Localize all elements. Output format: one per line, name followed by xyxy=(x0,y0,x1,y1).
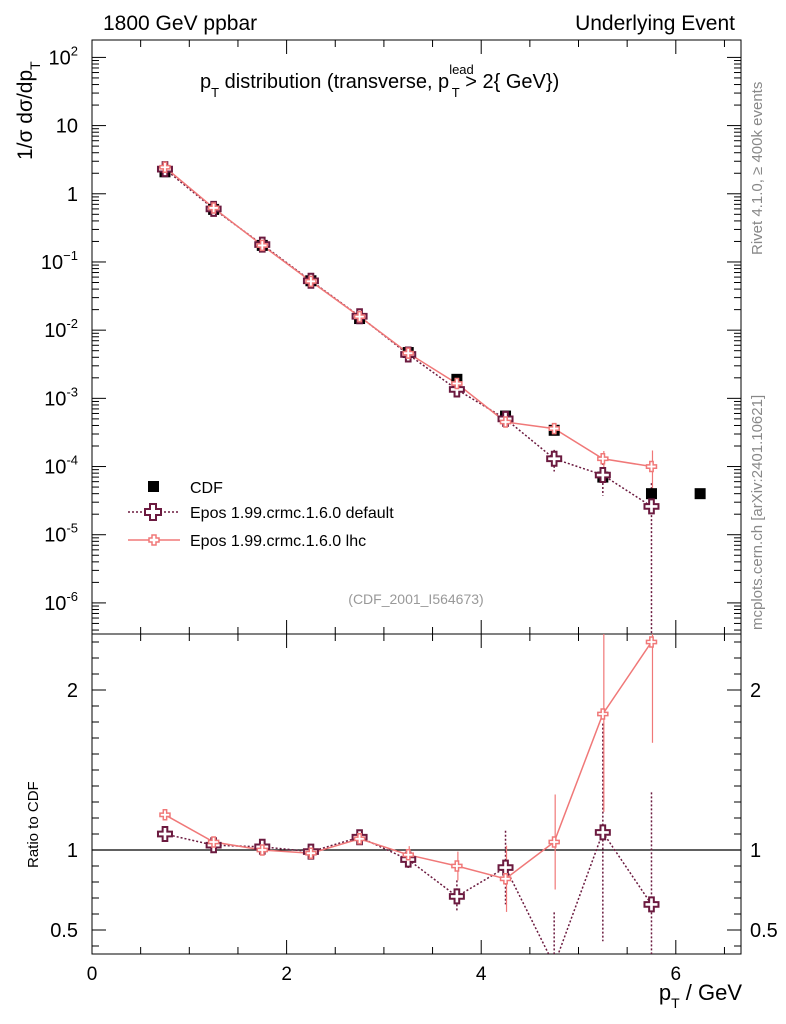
lhc-point xyxy=(353,310,366,323)
ratio-tick-label-right: 2 xyxy=(750,680,761,702)
x-tick-label: 4 xyxy=(476,964,487,985)
default-ratio-line xyxy=(164,830,653,954)
default-ratio-point xyxy=(448,888,465,905)
plot-title: pT distribution (transverse, plead T > 2{… xyxy=(200,62,559,100)
legend-marker-cdf xyxy=(148,481,159,492)
lhc-ratio-point xyxy=(256,844,269,856)
lhc-ratio-point xyxy=(645,636,658,648)
lhc-ratio-point xyxy=(159,809,171,821)
legend: CDF Epos 1.99.crmc.1.6.0 default Epos 1.… xyxy=(128,480,394,550)
default-ratio-point xyxy=(594,824,611,841)
ratio-tick-label-right: 1 xyxy=(750,840,761,862)
side-rivet: Rivet 4.1.0, ≥ 400k events xyxy=(749,82,766,255)
lhc-point xyxy=(159,161,171,173)
data-marks xyxy=(156,161,706,954)
lhc-series-line xyxy=(164,166,652,468)
lhc-point xyxy=(207,202,220,214)
header-left: 1800 GeV ppbar xyxy=(103,12,257,35)
y-tick-label: 10-3 xyxy=(44,384,78,410)
default-ratio-point xyxy=(156,826,173,842)
lhc-point xyxy=(451,377,463,390)
lhc-point xyxy=(402,347,414,359)
lhc-ratio-line xyxy=(164,641,653,880)
y-axis-label: 1/σ dσ/dpT xyxy=(14,61,43,160)
lhc-point xyxy=(597,453,609,465)
lhc-ratio-point xyxy=(353,833,366,845)
default-series-line xyxy=(164,168,652,508)
lhc-ratio-point xyxy=(499,873,512,885)
lhc-ratio-point xyxy=(451,860,463,872)
y-tick-label: 1 xyxy=(67,184,78,206)
legend-label-default: Epos 1.99.crmc.1.6.0 default xyxy=(190,505,394,522)
legend-marker-default xyxy=(144,503,162,521)
ratio-frame xyxy=(91,633,742,955)
legend-label-lhc: Epos 1.99.crmc.1.6.0 lhc xyxy=(190,533,366,550)
y-tick-label: 10-4 xyxy=(44,453,78,479)
ratio-tick-label: 0.5 xyxy=(50,920,78,942)
ratio-y-axis-label: Ratio to CDF xyxy=(25,781,42,868)
x-tick-label: 6 xyxy=(671,964,682,985)
default-point xyxy=(594,467,611,484)
lhc-ratio-point xyxy=(548,836,560,848)
x-tick-label: 0 xyxy=(87,964,98,985)
lhc-point xyxy=(305,275,317,288)
lhc-point xyxy=(256,239,269,252)
lhc-ratio-point xyxy=(402,849,414,861)
lhc-point xyxy=(645,460,658,473)
default-ratio-point xyxy=(497,859,514,876)
x-axis-label: pT / GeV xyxy=(659,980,742,1011)
header-right: Underlying Event xyxy=(575,12,735,35)
legend-marker-lhc xyxy=(148,534,160,546)
axis-ticks: 0 2 4 6 102 10 1 10−1 10-2 10-3 10-4 10-5 10-6 0.5 0.5… xyxy=(41,40,778,985)
default-point xyxy=(643,498,660,515)
lhc-ratio-point xyxy=(305,847,317,859)
ratio-tick-label: 1 xyxy=(67,840,78,862)
ratio-tick-label-right: 0.5 xyxy=(750,920,778,942)
lhc-ratio-point xyxy=(207,836,220,848)
x-tick-label: 2 xyxy=(281,964,292,985)
y-tick-label: 10 xyxy=(56,116,78,138)
lhc-point xyxy=(499,416,512,428)
y-tick-label: 10-5 xyxy=(44,521,78,547)
y-tick-label: 10-6 xyxy=(44,589,78,615)
lhc-ratio-point xyxy=(597,708,609,720)
y-tick-label: 10−1 xyxy=(41,248,78,274)
cdf-point xyxy=(645,488,657,500)
default-ratio-point xyxy=(643,896,660,913)
cdf-point xyxy=(694,488,706,500)
lhc-point xyxy=(548,422,560,435)
y-tick-label: 102 xyxy=(49,43,78,69)
ratio-tick-label: 2 xyxy=(67,680,78,702)
analysis-tag: (CDF_2001_I564673) xyxy=(348,591,483,607)
y-tick-label: 10-2 xyxy=(44,316,78,342)
legend-label-cdf: CDF xyxy=(190,480,223,497)
side-mcplots: mcplots.cern.ch [arXiv:2401.10621] xyxy=(749,395,766,630)
default-point xyxy=(546,450,563,467)
